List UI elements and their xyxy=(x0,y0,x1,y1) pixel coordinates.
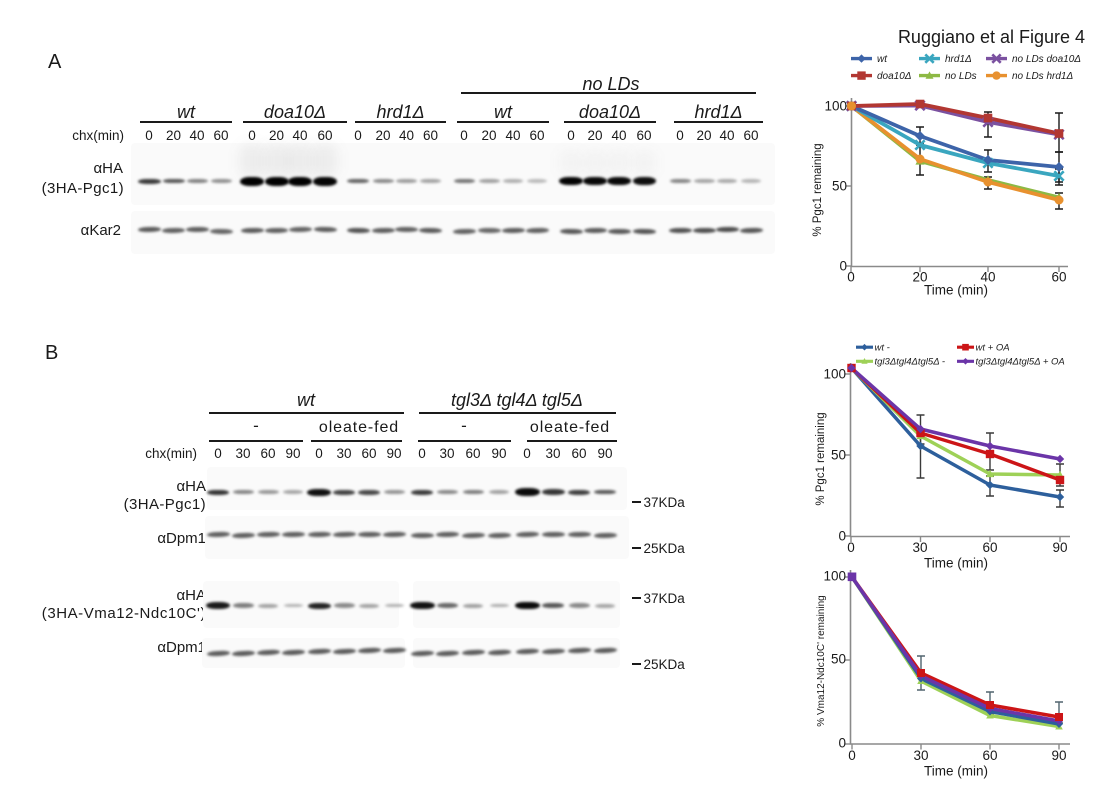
svg-text:Time (min): Time (min) xyxy=(924,764,988,779)
svg-text:100: 100 xyxy=(823,569,846,584)
svg-text:0: 0 xyxy=(848,748,856,763)
svg-text:% Vma12-Ndc10C' remaining: % Vma12-Ndc10C' remaining xyxy=(816,595,827,726)
svg-text:90: 90 xyxy=(1051,748,1066,763)
svg-text:100: 100 xyxy=(823,367,846,382)
svg-text:40: 40 xyxy=(980,270,995,285)
svg-text:20: 20 xyxy=(912,270,927,285)
svg-text:wt -: wt - xyxy=(875,343,890,354)
svg-text:60: 60 xyxy=(982,540,997,555)
svg-text:0: 0 xyxy=(847,540,855,555)
svg-text:30: 30 xyxy=(913,748,928,763)
svg-text:0: 0 xyxy=(847,270,855,285)
svg-text:50: 50 xyxy=(831,652,846,667)
svg-text:wt: wt xyxy=(877,54,888,65)
svg-text:60: 60 xyxy=(982,748,997,763)
svg-text:50: 50 xyxy=(832,179,847,194)
svg-text:no LDs: no LDs xyxy=(945,71,977,82)
svg-text:no LDs doa10Δ: no LDs doa10Δ xyxy=(1012,54,1081,65)
svg-text:tgl3Δtgl4Δtgl5Δ + OA: tgl3Δtgl4Δtgl5Δ + OA xyxy=(976,357,1065,368)
svg-text:doa10Δ: doa10Δ xyxy=(877,71,912,82)
svg-text:Ruggiano et al Figure 4: Ruggiano et al Figure 4 xyxy=(898,27,1085,47)
svg-text:Time (min): Time (min) xyxy=(924,283,988,298)
svg-text:0: 0 xyxy=(838,529,846,544)
svg-text:no LDs hrd1Δ: no LDs hrd1Δ xyxy=(1012,71,1073,82)
svg-text:60: 60 xyxy=(1051,270,1066,285)
svg-text:30: 30 xyxy=(912,540,927,555)
svg-text:90: 90 xyxy=(1052,540,1067,555)
svg-text:0: 0 xyxy=(839,259,847,274)
svg-text:50: 50 xyxy=(831,448,846,463)
svg-text:wt + OA: wt + OA xyxy=(976,343,1010,354)
svg-text:% Pgc1 remaining: % Pgc1 remaining xyxy=(812,143,824,236)
svg-text:% Pgc1 remaining: % Pgc1 remaining xyxy=(815,412,827,505)
svg-text:0: 0 xyxy=(838,736,846,751)
svg-text:Time (min): Time (min) xyxy=(924,556,988,571)
svg-text:tgl3Δtgl4Δtgl5Δ -: tgl3Δtgl4Δtgl5Δ - xyxy=(875,357,946,368)
svg-text:hrd1Δ: hrd1Δ xyxy=(945,54,972,65)
svg-text:100: 100 xyxy=(824,99,847,114)
